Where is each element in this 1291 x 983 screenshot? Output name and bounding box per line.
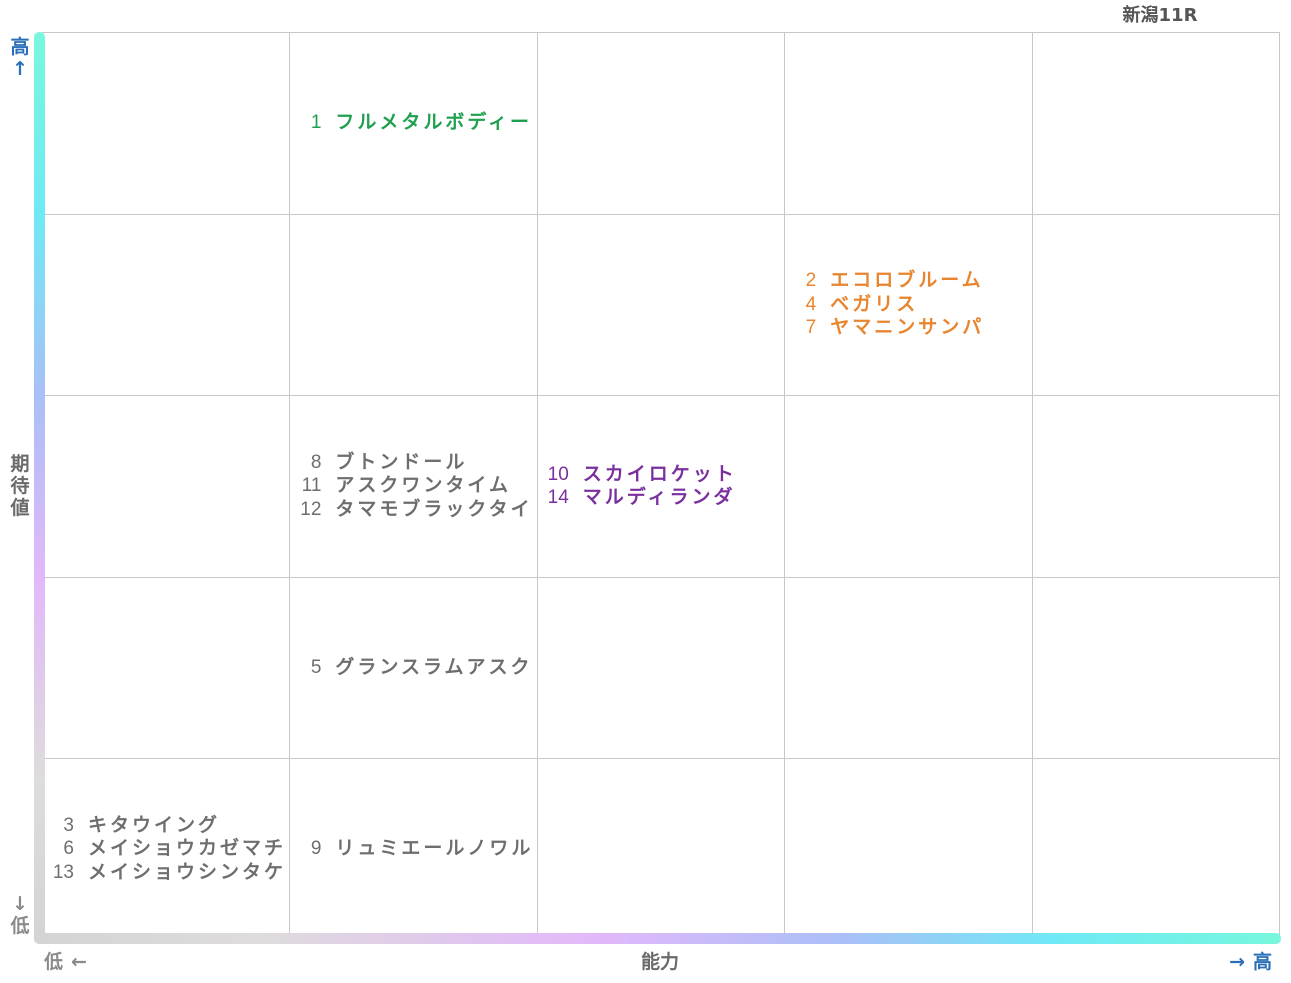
- horse-name: マルディランダ: [582, 486, 736, 508]
- horse-number: 4: [805, 293, 817, 315]
- horse-entry: 9 リュミエールノワル: [291, 837, 533, 860]
- y-axis-title-char: 値: [10, 497, 30, 519]
- horse-name: ブトンドール: [335, 450, 468, 473]
- y-axis-title-char: 期: [10, 453, 30, 475]
- horse-name: タマモブラックタイ: [335, 497, 533, 520]
- horse-number: 12: [300, 498, 322, 520]
- horse-number: 1: [310, 112, 322, 134]
- x-axis-gradient-bar: [34, 933, 1281, 944]
- y-axis-gradient-bar: [34, 32, 45, 942]
- horse-entry: 8 ブトンドール: [291, 451, 467, 474]
- y-axis-low-char: 低: [10, 915, 30, 937]
- horse-entry: 12 タマモブラックタイ: [291, 498, 532, 521]
- horse-name: メイショウシンタケ: [88, 860, 287, 883]
- horse-name: メイショウカゼマチ: [88, 837, 287, 860]
- horse-entry: 13 メイショウシンタケ: [44, 861, 286, 884]
- horse-number: 10: [547, 463, 569, 485]
- x-axis-high-label: →高: [1210, 951, 1280, 973]
- horse-entry: 6 メイショウカゼマチ: [44, 837, 286, 860]
- horse-entry: 3 キタウイング: [44, 814, 220, 837]
- horse-name: ベガリス: [830, 292, 919, 315]
- y-axis-title: 期待値: [8, 453, 32, 519]
- horse-name: ヤマニンサンパ: [830, 316, 985, 339]
- horse-number: 5: [310, 656, 322, 678]
- horse-name: キタウイング: [88, 813, 221, 836]
- right-arrow-icon: →: [1229, 951, 1253, 973]
- x-axis-low-char: 低: [44, 951, 72, 973]
- horse-number: 6: [63, 838, 74, 860]
- x-axis-high-char: 高: [1252, 951, 1280, 973]
- x-axis-title: 能力: [640, 951, 679, 973]
- horse-number: 7: [805, 317, 817, 339]
- horse-entry: 1 フルメタルボディー: [291, 111, 532, 134]
- horse-entry: 2 エコロブルーム: [786, 269, 983, 292]
- horse-number: 11: [301, 475, 322, 497]
- horse-name: スカイロケット: [582, 462, 737, 485]
- horse-entry: 4 ベガリス: [786, 293, 918, 316]
- y-axis-title-chars: 期待値: [8, 453, 32, 519]
- horse-number: 3: [63, 814, 74, 836]
- horse-entry: 7 ヤマニンサンパ: [786, 316, 984, 339]
- horse-number: 9: [310, 838, 322, 860]
- down-arrow-icon: ↓: [12, 893, 28, 915]
- y-axis-title-char: 待: [10, 475, 30, 497]
- y-axis-high-label: 高 ↑: [8, 36, 32, 80]
- horse-entry: 5 グランスラムアスク: [291, 656, 532, 679]
- horse-number: 13: [52, 861, 74, 883]
- horse-entry: 11 アスクワンタイム: [291, 474, 511, 497]
- y-axis-low-label: ↓ 低: [8, 893, 32, 937]
- horse-name: アスクワンタイム: [335, 474, 512, 497]
- left-arrow-icon: ←: [71, 951, 95, 973]
- horse-number: 8: [310, 451, 322, 473]
- y-axis-high-char: 高: [10, 36, 30, 58]
- x-axis-low-label: 低←: [44, 951, 114, 973]
- race-title: 新潟11R: [1122, 5, 1198, 26]
- horse-name: フルメタルボディー: [335, 111, 533, 134]
- horse-number: 2: [805, 270, 817, 292]
- horse-entry: 10 スカイロケット: [539, 463, 737, 486]
- horse-number: 14: [547, 487, 569, 508]
- up-arrow-icon: ↑: [12, 58, 28, 80]
- horse-name: エコロブルーム: [830, 269, 984, 292]
- horse-name: リュミエールノワル: [335, 837, 534, 860]
- horse-entry: 14 マルディランダ: [539, 486, 736, 509]
- horse-name: グランスラムアスク: [335, 655, 533, 678]
